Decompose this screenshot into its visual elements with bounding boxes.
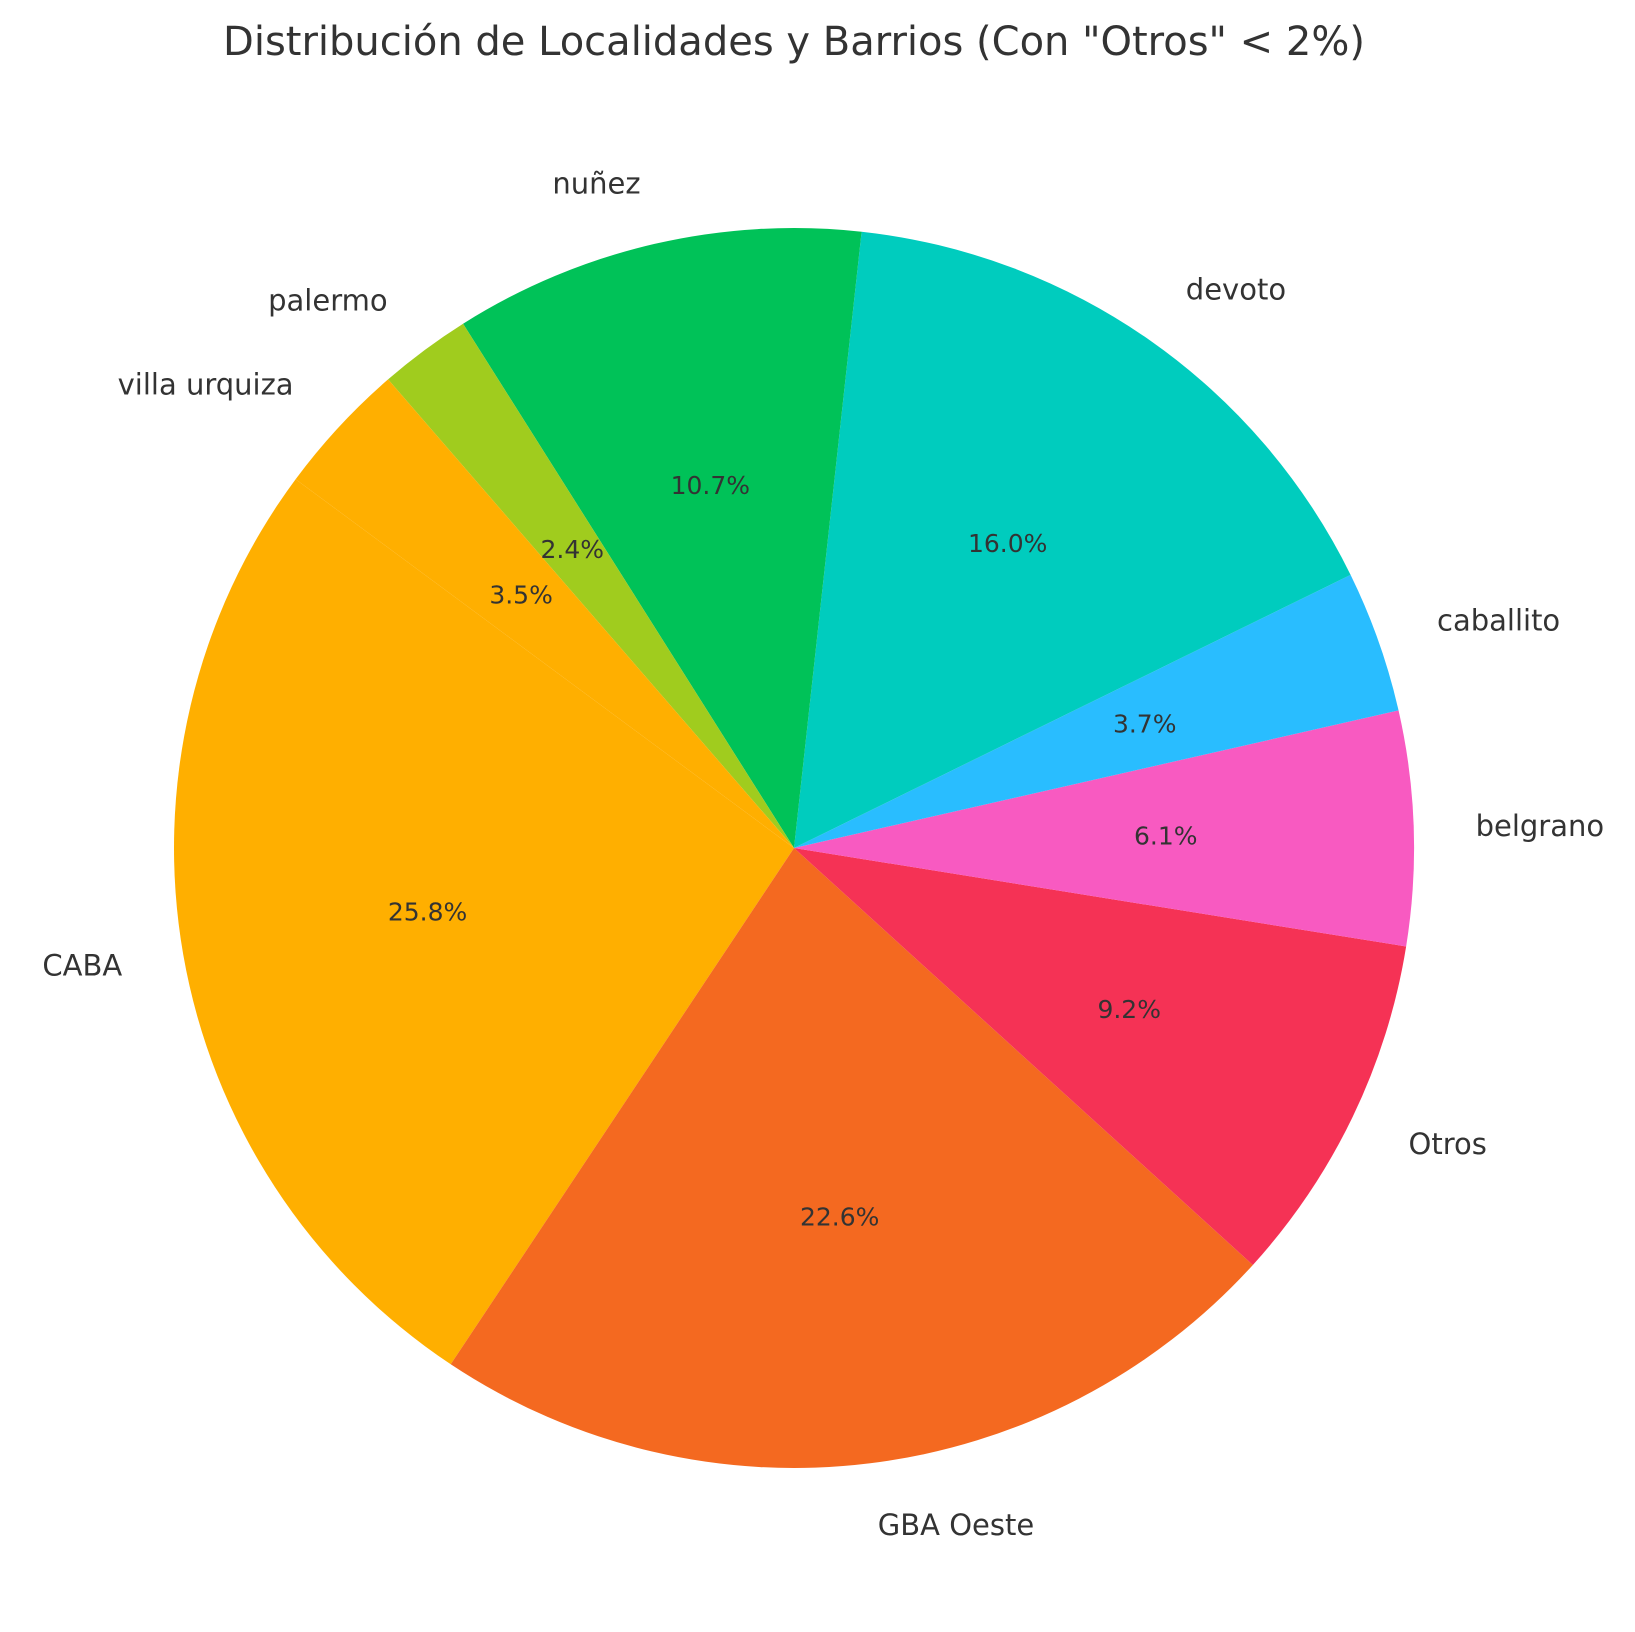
pie-slice-otros xyxy=(794,848,1407,1265)
slice-label-otros: Otros xyxy=(1409,1127,1487,1161)
slice-label-palermo: palermo xyxy=(268,283,387,317)
slice-label-gba-oeste: GBA Oeste xyxy=(878,1508,1034,1542)
pie-slice-nunez xyxy=(463,228,862,849)
slice-label-nunez: nuñez xyxy=(552,167,640,201)
slice-label-devoto: devoto xyxy=(1186,273,1286,307)
slice-label-belgrano: belgrano xyxy=(1476,809,1605,843)
pie-slice-gba-oeste xyxy=(450,848,1253,1468)
pie-slices xyxy=(174,228,1414,1468)
slice-label-caballito: caballito xyxy=(1437,604,1560,638)
percent-label-caba: 25.8% xyxy=(388,898,467,927)
chart-title: Distribución de Localidades y Barrios (C… xyxy=(223,19,1365,65)
percent-label-gba-oeste: 22.6% xyxy=(800,1203,879,1232)
pie-slice-caballito xyxy=(794,574,1399,848)
slice-labels: CABA GBA Oeste Otros belgrano caballito devot… xyxy=(42,167,1604,1542)
pie-slice-belgrano xyxy=(794,710,1414,947)
slice-label-villa-urquiza: villa urquiza xyxy=(118,368,294,402)
percent-labels: 25.8% 22.6% 9.2% 6.1% 3.7% 16.0% 10.7% 2.4% 3.5% xyxy=(388,471,1198,1232)
percent-label-caballito: 3.7% xyxy=(1113,709,1177,738)
percent-label-otros: 9.2% xyxy=(1097,995,1161,1024)
percent-label-villa-urquiza: 3.5% xyxy=(489,581,553,610)
pie-slice-villa-urquiza xyxy=(295,379,794,848)
slice-label-caba: CABA xyxy=(42,949,122,983)
percent-label-belgrano: 6.1% xyxy=(1134,822,1198,851)
percent-label-devoto: 16.0% xyxy=(968,529,1047,558)
percent-label-nunez: 10.7% xyxy=(671,471,750,500)
percent-label-palermo: 2.4% xyxy=(541,535,605,564)
pie-slice-devoto xyxy=(794,231,1351,848)
pie-slice-caba xyxy=(174,479,794,1365)
pie-slice-palermo xyxy=(388,323,794,849)
